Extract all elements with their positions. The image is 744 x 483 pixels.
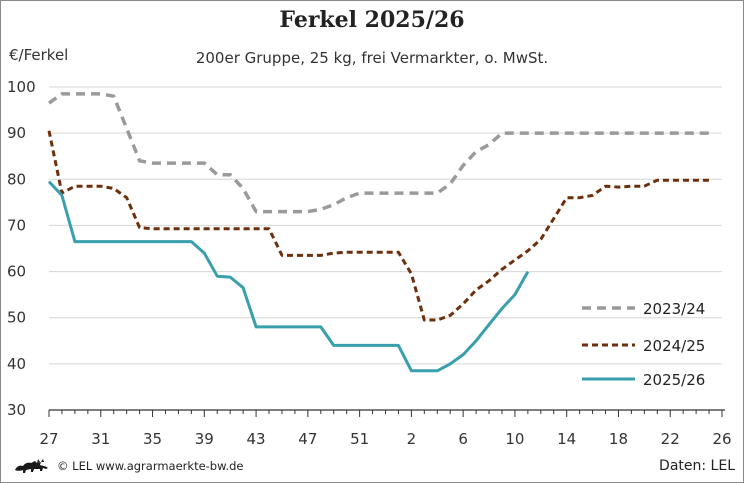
y-tick-label: 90 bbox=[7, 124, 26, 142]
y-axis-unit: €/Ferkel bbox=[9, 46, 69, 64]
y-tick-label: 60 bbox=[7, 263, 26, 281]
chart-subtitle: 200er Gruppe, 25 kg, frei Vermarkter, o.… bbox=[195, 49, 549, 67]
y-tick-label: 30 bbox=[7, 401, 26, 419]
data-source: Daten: LEL bbox=[659, 458, 735, 474]
legend-label: 2023/24 bbox=[643, 300, 705, 318]
legend-label: 2025/26 bbox=[643, 371, 705, 389]
series-line-2025-26 bbox=[47, 180, 530, 373]
series-line-2024-25 bbox=[47, 130, 710, 322]
x-tick-label: 26 bbox=[712, 430, 731, 448]
x-tick-label: 2 bbox=[407, 430, 417, 448]
x-tick-label: 27 bbox=[39, 430, 58, 448]
y-tick-label: 100 bbox=[7, 78, 36, 96]
series-line-2023-24 bbox=[47, 92, 710, 214]
y-tick-label: 80 bbox=[7, 170, 26, 188]
chart-title: Ferkel 2025/26 bbox=[279, 7, 465, 33]
x-tick-label: 6 bbox=[458, 430, 468, 448]
footer-credit: © LEL www.agrarmaerkte-bw.de bbox=[13, 456, 243, 476]
y-tick-label: 50 bbox=[7, 309, 26, 327]
x-tick-label: 18 bbox=[609, 430, 628, 448]
x-tick-label: 47 bbox=[298, 430, 317, 448]
lion-logo-icon bbox=[15, 459, 48, 473]
x-tick-label: 51 bbox=[350, 430, 369, 448]
x-tick-label: 31 bbox=[91, 430, 110, 448]
copyright-text: © LEL www.agrarmaerkte-bw.de bbox=[57, 459, 244, 473]
x-tick-label: 22 bbox=[661, 430, 680, 448]
x-tick-label: 43 bbox=[247, 430, 266, 448]
x-tick-label: 35 bbox=[143, 430, 162, 448]
y-tick-label: 70 bbox=[7, 216, 26, 234]
x-tick-label: 39 bbox=[195, 430, 214, 448]
x-tick-label: 14 bbox=[557, 430, 576, 448]
legend-label: 2024/25 bbox=[643, 337, 705, 355]
x-tick-label: 10 bbox=[505, 430, 524, 448]
y-tick-label: 40 bbox=[7, 355, 26, 373]
